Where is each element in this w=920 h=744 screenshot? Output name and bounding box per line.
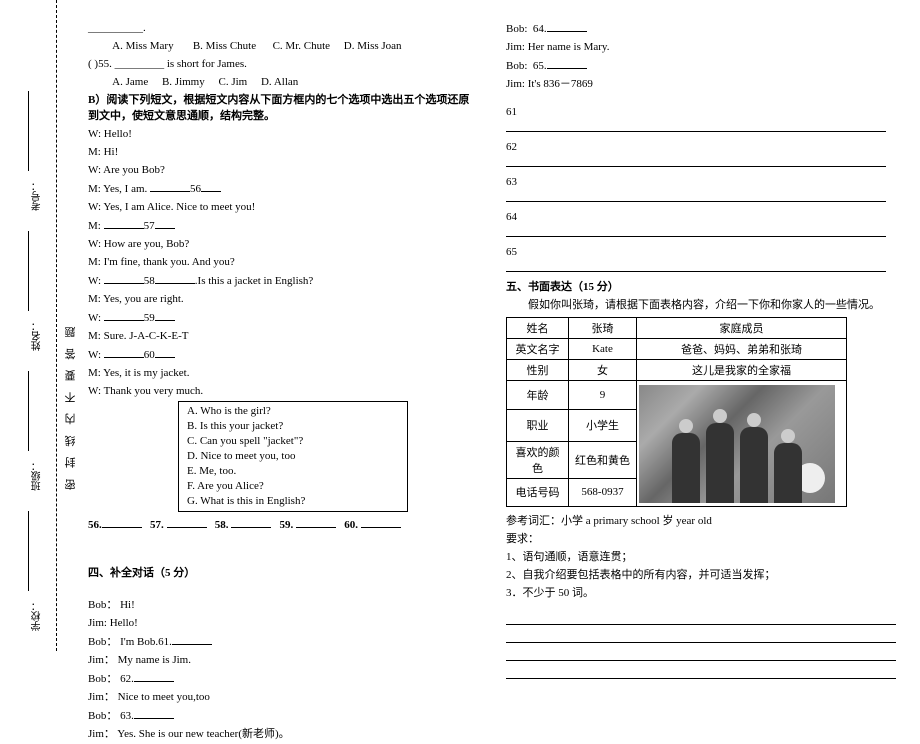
partB-title: B）阅读下列短文，根据短文内容从下面方框内的七个选项中选出五个选项还原到文中，使…: [88, 92, 478, 124]
dlg: M: Yes, I am. 56: [88, 180, 478, 197]
td: 小学生: [569, 409, 637, 441]
td: 9: [569, 381, 637, 410]
dlg2c: Jim: Her name is Mary.: [506, 39, 896, 55]
section4-title: 四、补全对话（5 分）: [88, 565, 478, 581]
writing-lines: [506, 609, 896, 679]
ans62: 62: [506, 139, 896, 172]
td: 红色和黄色: [569, 441, 637, 478]
dlg2: Jim： Nice to meet you,too: [88, 689, 478, 705]
dlg2: Bob： 63.: [88, 707, 478, 724]
side-label-name: 姓名：: [30, 321, 45, 351]
dlg: W: Hello!: [88, 126, 478, 142]
dlg: M: I'm fine, thank you. And you?: [88, 254, 478, 270]
dlg2: Jim: Hello!: [88, 615, 478, 631]
req1: 1、语句通顺，语意连贯；: [506, 549, 896, 565]
dlg: W: 58.Is this a jacket in English?: [88, 272, 478, 289]
ans63: 63: [506, 174, 896, 207]
td: 爸爸、妈妈、弟弟和张琦: [637, 339, 847, 360]
td: 英文名字: [507, 339, 569, 360]
side-label-class: 班级：: [30, 461, 45, 491]
td: 张琦: [569, 318, 637, 339]
section5-sub: 假如你叫张琦，请根据下面表格内容，介绍一下你和你家人的一些情况。: [506, 297, 896, 313]
section5-title: 五、书面表达（15 分）: [506, 279, 896, 295]
dlg: M: Yes, it is my jacket.: [88, 365, 478, 381]
opt: B. Jimmy: [162, 76, 205, 88]
box-opt: G. What is this in English?: [187, 494, 399, 509]
box-opt: D. Nice to meet you, too: [187, 449, 399, 464]
td: Kate: [569, 339, 637, 360]
box-opt: E. Me, too.: [187, 464, 399, 479]
left-column: __________. A. Miss Mary B. Miss Chute C…: [88, 20, 478, 744]
side-label-id: 考号：: [30, 181, 45, 211]
dlg2: Bob： Hi!: [88, 597, 478, 613]
th: 家庭成员: [637, 318, 847, 339]
opt: D. Miss Joan: [344, 40, 402, 52]
td: 喜欢的颜色: [507, 441, 569, 478]
opt: C. Mr. Chute: [273, 40, 330, 52]
ans65: 65: [506, 244, 896, 277]
td: 女: [569, 360, 637, 381]
td: 568-0937: [569, 478, 637, 507]
opt: A. Miss Mary: [112, 40, 173, 52]
dlg: W: 60: [88, 346, 478, 363]
seal-line-text: 密 封 线 内 不 要 答 题: [63, 130, 79, 490]
req2: 2、自我介绍要包括表格中的所有内容，并可适当发挥；: [506, 567, 896, 583]
td: 这儿是我家的全家福: [637, 360, 847, 381]
opt: B. Miss Chute: [193, 40, 256, 52]
box-opt: B. Is this your jacket?: [187, 419, 399, 434]
family-photo: [639, 385, 835, 503]
q55-options: A. Jame B. Jimmy C. Jim D. Allan: [88, 74, 478, 90]
opt: A. Jame: [112, 76, 148, 88]
td: 年龄: [507, 381, 569, 410]
dlg: M: Yes, you are right.: [88, 291, 478, 307]
right-column: Bob: 64. Jim: Her name is Mary. Bob: 65.…: [506, 20, 896, 744]
req3: 3．不少于 50 词。: [506, 585, 896, 601]
dlg: M: Hi!: [88, 144, 478, 160]
q55-stem: ( )55. _________ is short for James.: [88, 56, 478, 72]
q54-options: A. Miss Mary B. Miss Chute C. Mr. Chute …: [88, 38, 478, 54]
req-title: 要求：: [506, 531, 896, 547]
th: 姓名: [507, 318, 569, 339]
dlg2: Jim： Yes. She is our new teacher(新老师)。: [88, 726, 478, 742]
side-label-school: 学校：: [30, 601, 45, 631]
binding-margin: 密 封 线 内 不 要 答 题 学校： 班级： 姓名： 考号：: [0, 0, 80, 651]
dlg: W: Thank you very much.: [88, 383, 478, 399]
box-opt: C. Can you spell "jacket"?: [187, 434, 399, 449]
dlg2: Bob： 62.: [88, 670, 478, 687]
answer-blanks: 56. 57. 58. 59. 60.: [88, 516, 478, 533]
opt: C. Jim: [219, 76, 248, 88]
ans61: 61: [506, 104, 896, 137]
dlg: W: Are you Bob?: [88, 162, 478, 178]
ref-vocab: 参考词汇：小学 a primary school 岁 year old: [506, 513, 896, 529]
dlg: W: Yes, I am Alice. Nice to meet you!: [88, 199, 478, 215]
family-photo-cell: [637, 381, 847, 507]
td: 性别: [507, 360, 569, 381]
dlg: W: 59: [88, 309, 478, 326]
dlg: W: How are you, Bob?: [88, 236, 478, 252]
td: 职业: [507, 409, 569, 441]
td: 电话号码: [507, 478, 569, 507]
info-table: 姓名 张琦 家庭成员 英文名字 Kate 爸爸、妈妈、弟弟和张琦 性别 女 这儿…: [506, 317, 847, 507]
dlg: M: Sure. J-A-C-K-E-T: [88, 328, 478, 344]
dlg2c: Jim: It's 836－7869: [506, 76, 896, 92]
box-opt: F. Are you Alice?: [187, 479, 399, 494]
options-box: A. Who is the girl? B. Is this your jack…: [178, 401, 408, 512]
ans64: 64: [506, 209, 896, 242]
dlg2c: Bob: 65.: [506, 57, 896, 74]
dlg2: Jim： My name is Jim.: [88, 652, 478, 668]
fill-blank: __________.: [88, 20, 478, 36]
dlg2: Bob： I'm Bob.61.: [88, 633, 478, 650]
dlg: M: 57: [88, 217, 478, 234]
dlg2c: Bob: 64.: [506, 20, 896, 37]
box-opt: A. Who is the girl?: [187, 404, 399, 419]
opt: D. Allan: [261, 76, 298, 88]
